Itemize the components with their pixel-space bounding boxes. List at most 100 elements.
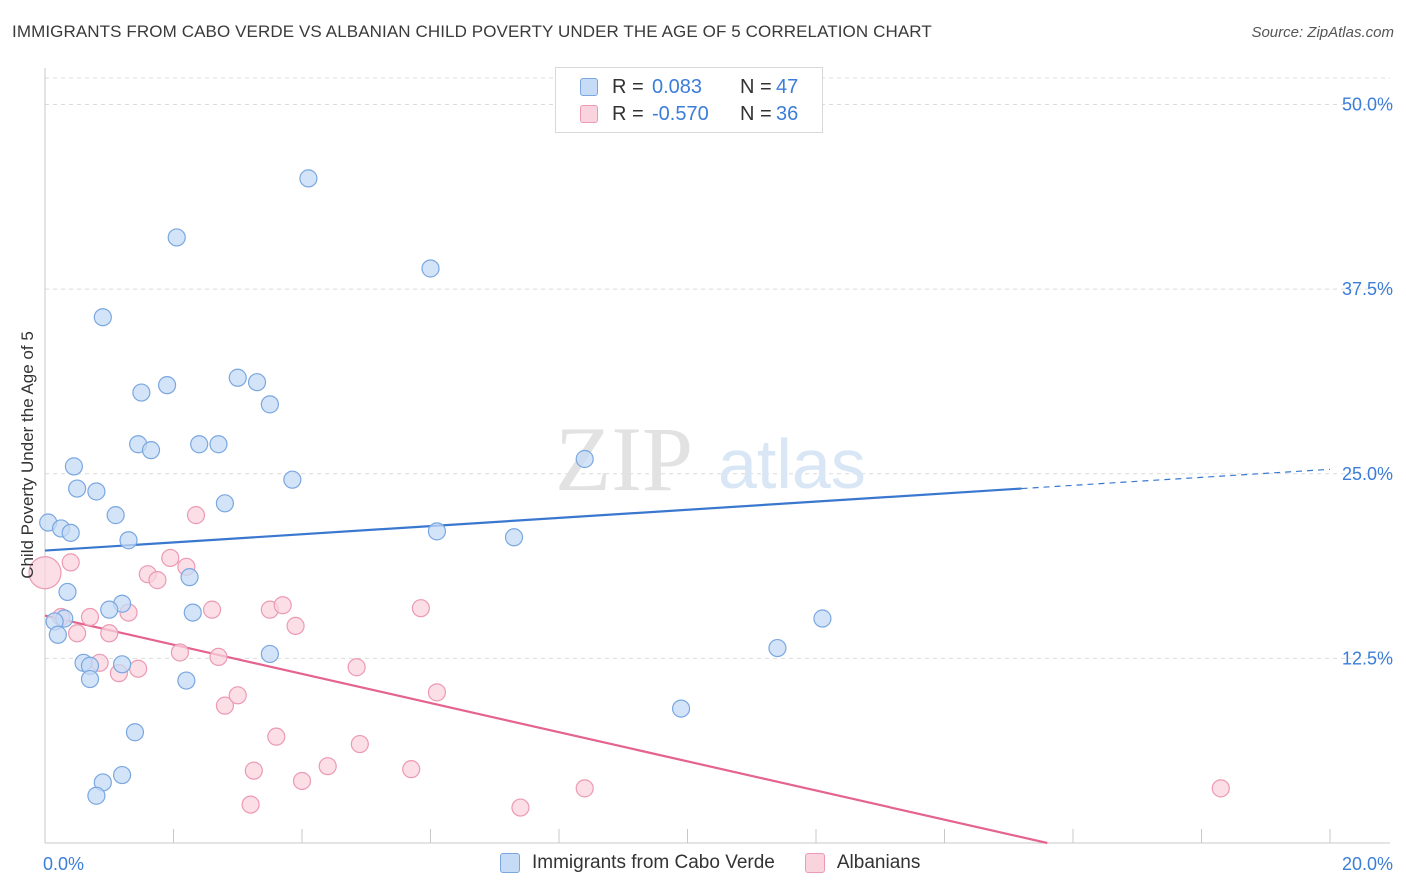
cabo-verde-point	[183, 603, 202, 622]
r-label: R =	[612, 102, 644, 125]
n-value: 36	[776, 102, 799, 125]
cabo-verde-point	[64, 457, 84, 476]
y-axis-label: Child Poverty Under the Age of 5	[18, 331, 37, 579]
trend-line-albanians	[44, 614, 1048, 845]
albanians-point	[402, 760, 421, 779]
cabo-verde-point	[48, 625, 67, 644]
pink-swatch	[580, 105, 598, 123]
cabo-verde-point	[87, 482, 106, 501]
cabo-verde-point	[180, 568, 199, 587]
albanians-point	[267, 727, 286, 746]
x-tick-label: 20.0%	[1342, 854, 1393, 874]
albanians-point	[286, 616, 305, 635]
blue-swatch	[500, 853, 520, 873]
n-label: N =	[740, 102, 772, 125]
tick-labels: 12.5% 25.0% 37.5% 50.0% 0.0% 20.0% Child Pover…	[18, 95, 1393, 874]
r-value: 0.083	[652, 75, 703, 98]
cabo-verde-point	[119, 531, 138, 550]
cabo-verde-point	[80, 669, 100, 689]
albanians-point	[318, 757, 337, 776]
cabo-verde-point	[106, 506, 125, 525]
albanians-point	[80, 607, 100, 627]
cabo-verde-point	[157, 376, 177, 395]
albanians-point	[209, 647, 228, 667]
cabo-verde-point	[671, 699, 691, 718]
albanians-point	[170, 643, 190, 662]
cabo-verde-point	[68, 479, 87, 498]
n-label: N =	[740, 75, 772, 98]
cabo-verde-point	[132, 383, 151, 402]
albanians-point	[186, 506, 206, 525]
y-tick-label: 37.5%	[1342, 279, 1393, 299]
legend-label: Albanians	[836, 852, 921, 873]
r-value: -0.570	[652, 102, 709, 125]
data-points	[28, 169, 1230, 817]
y-tick-label: 25.0%	[1342, 464, 1393, 484]
albanians-point	[202, 600, 222, 619]
trend-line-cabo-verde	[44, 487, 1022, 552]
albanians-point	[244, 761, 263, 780]
cabo-verde-point	[247, 373, 267, 392]
cabo-verde-point	[260, 644, 279, 664]
albanians-point	[228, 686, 247, 705]
gridlines	[45, 77, 1390, 659]
albanians-point	[215, 696, 234, 715]
legend-item-albanians[interactable]: Albanians	[804, 852, 921, 874]
cabo-verde-point	[209, 435, 228, 454]
cabo-verde-point	[190, 435, 209, 454]
cabo-verde-point	[141, 441, 161, 460]
cabo-verde-point	[58, 582, 77, 602]
cabo-verde-point	[299, 169, 318, 188]
albanians-point	[28, 556, 62, 590]
cabo-verde-point	[100, 600, 119, 619]
blue-swatch	[580, 78, 598, 96]
source-label: Source: ZipAtlas.com	[1251, 24, 1394, 41]
cabo-verde-point	[427, 522, 447, 541]
cabo-verde-point	[421, 259, 440, 278]
y-tick-label: 50.0%	[1342, 95, 1393, 115]
series-legend: Immigrants from Cabo Verde Albanians	[500, 852, 950, 874]
albanians-point	[148, 571, 167, 590]
cabo-verde-point	[228, 368, 247, 387]
legend-item-cabo-verde[interactable]: Immigrants from Cabo Verde	[500, 852, 775, 874]
watermark-atlas: atlas	[718, 425, 866, 503]
albanians-point	[241, 795, 260, 814]
albanians-point	[68, 624, 87, 643]
cabo-verde-point	[125, 723, 145, 742]
cabo-verde-point	[768, 638, 787, 658]
albanians-point	[292, 771, 312, 791]
albanians-point	[350, 734, 369, 754]
trend-lines	[44, 468, 1331, 845]
albanians-point	[273, 596, 292, 615]
cabo-verde-point	[260, 395, 279, 414]
chart-title: IMMIGRANTS FROM CABO VERDE VS ALBANIAN C…	[12, 22, 932, 41]
cabo-verde-point	[177, 671, 196, 690]
cabo-verde-point	[283, 470, 302, 489]
albanians-point	[411, 599, 430, 618]
cabo-verde-point	[575, 449, 594, 469]
albanians-point	[100, 624, 119, 643]
legend-row-cabo-verde: R = 0.083 N = 47	[580, 74, 798, 100]
cabo-verde-point	[93, 308, 112, 327]
albanians-point	[427, 683, 447, 702]
axes	[44, 68, 1390, 844]
cabo-verde-point	[112, 765, 132, 785]
cabo-verde-point	[112, 655, 132, 674]
legend-row-albanians: R = -0.570 N = 36	[580, 101, 798, 127]
legend-label: Immigrants from Cabo Verde	[532, 852, 775, 873]
albanians-point	[161, 548, 180, 568]
watermark: ZIP atlas	[555, 408, 866, 510]
albanians-point	[511, 798, 530, 817]
y-tick-label: 12.5%	[1342, 648, 1393, 668]
n-value: 47	[776, 75, 799, 98]
trend-line-cabo-verde-extension	[1021, 468, 1331, 490]
cabo-verde-point	[167, 228, 186, 247]
correlation-legend: R = 0.083 N = 47 R = -0.570 N = 36	[555, 67, 823, 133]
x-tick-label: 0.0%	[43, 854, 84, 874]
albanians-point	[1211, 779, 1230, 798]
cabo-verde-point	[61, 523, 80, 542]
albanians-point	[129, 659, 148, 678]
pink-swatch	[804, 853, 825, 873]
cabo-verde-point	[87, 786, 106, 805]
